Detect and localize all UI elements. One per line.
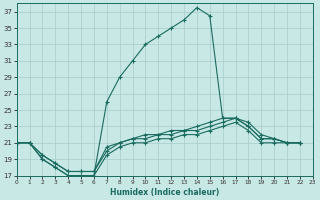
X-axis label: Humidex (Indice chaleur): Humidex (Indice chaleur) [110, 188, 219, 197]
